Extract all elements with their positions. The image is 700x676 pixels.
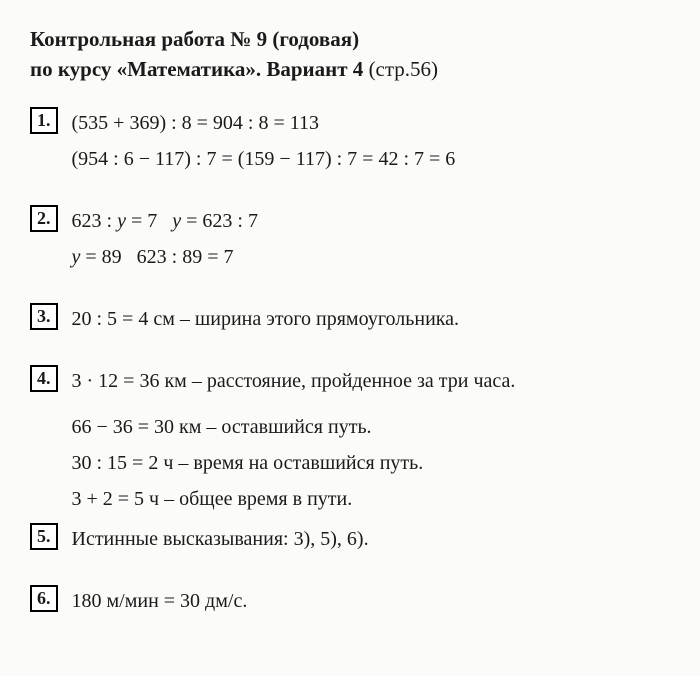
- problem-body: 623 : y = 7 y = 623 : 7 y = 89 623 : 89 …: [72, 205, 671, 277]
- problem-body: (535 + 369) : 8 = 904 : 8 = 113 (954 : 6…: [72, 107, 671, 179]
- problem-number: 6.: [30, 585, 58, 613]
- problem-line: 30 : 15 = 2 ч – время на оставшийся путь…: [72, 447, 671, 479]
- title-line-1: Контрольная работа № 9 (годовая): [30, 27, 359, 51]
- problem-line: 3 + 2 = 5 ч – общее время в пути.: [72, 483, 671, 515]
- problem-body: 3 · 12 = 36 км – расстояние, пройденное …: [72, 365, 671, 519]
- problem-number: 4.: [30, 365, 58, 393]
- title-line-2-rest: (стр.56): [363, 57, 438, 81]
- problem-number: 2.: [30, 205, 58, 233]
- problem-line: (535 + 369) : 8 = 904 : 8 = 113: [72, 107, 671, 139]
- page-root: Контрольная работа № 9 (годовая) по курс…: [0, 0, 700, 655]
- problem-number: 3.: [30, 303, 58, 331]
- problem-line: 3 · 12 = 36 км – расстояние, пройденное …: [72, 365, 671, 397]
- spacer: [30, 193, 670, 205]
- problem-4: 4. 3 · 12 = 36 км – расстояние, пройденн…: [30, 365, 670, 519]
- problem-body: Истинные высказывания: 3), 5), 6).: [72, 523, 671, 559]
- problem-line: 66 − 36 = 30 км – оставшийся путь.: [72, 411, 671, 443]
- problem-line: 20 : 5 = 4 см – ширина этого прямоугольн…: [72, 303, 671, 335]
- problem-line: y = 89 623 : 89 = 7: [72, 241, 671, 273]
- problem-5: 5. Истинные высказывания: 3), 5), 6).: [30, 523, 670, 559]
- problem-line: Истинные высказывания: 3), 5), 6).: [72, 523, 671, 555]
- problem-body: 20 : 5 = 4 см – ширина этого прямоугольн…: [72, 303, 671, 339]
- title-line-2-bold: по курсу «Математика». Вариант 4: [30, 57, 363, 81]
- page-title: Контрольная работа № 9 (годовая) по курс…: [30, 24, 670, 85]
- spacer: [30, 353, 670, 365]
- problem-body: 180 м/мин = 30 дм/с.: [72, 585, 671, 621]
- problem-line: 180 м/мин = 30 дм/с.: [72, 585, 671, 617]
- spacer: [30, 573, 670, 585]
- problem-number: 5.: [30, 523, 58, 551]
- spacer: [30, 291, 670, 303]
- problem-6: 6. 180 м/мин = 30 дм/с.: [30, 585, 670, 621]
- problem-1: 1. (535 + 369) : 8 = 904 : 8 = 113 (954 …: [30, 107, 670, 179]
- problem-2: 2. 623 : y = 7 y = 623 : 7 y = 89 623 : …: [30, 205, 670, 277]
- problem-line: 623 : y = 7 y = 623 : 7: [72, 205, 671, 237]
- problem-number: 1.: [30, 107, 58, 135]
- problem-3: 3. 20 : 5 = 4 см – ширина этого прямоуго…: [30, 303, 670, 339]
- problem-line: (954 : 6 − 117) : 7 = (159 − 117) : 7 = …: [72, 143, 671, 175]
